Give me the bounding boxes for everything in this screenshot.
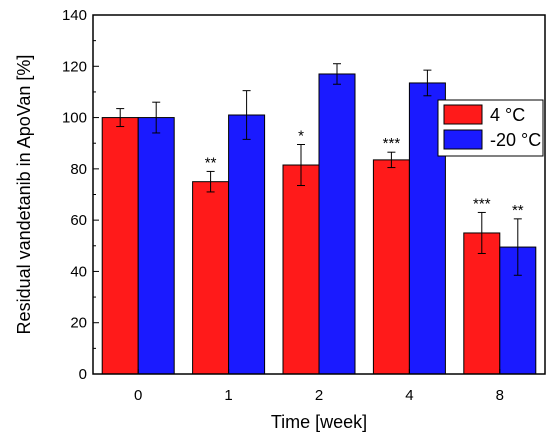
bar-4c-2: [282, 164, 320, 375]
y-axis-title: Residual vandetanib in ApoVan [%]: [14, 55, 34, 335]
significance-label-minus20c-8: **: [512, 202, 524, 219]
significance-label-4c-2: *: [298, 127, 304, 144]
legend-label-minus20c: -20 °C: [490, 130, 541, 150]
bar-minus20c-0: [137, 117, 175, 375]
error-bar-4c-8: [477, 211, 486, 254]
y-tick-label: 20: [70, 315, 87, 332]
significance-label-4c-4: ***: [383, 135, 401, 152]
x-tick-label: 2: [315, 387, 323, 404]
y-tick-label: 60: [70, 212, 87, 229]
y-tick-label: 0: [79, 366, 87, 383]
bar-4c-4: [372, 159, 410, 375]
bar-4c-0: [101, 117, 139, 375]
y-tick-label: 40: [70, 263, 87, 280]
error-bar-4c-1: [206, 170, 215, 193]
x-tick-label: 8: [496, 387, 504, 404]
bars-layer: [101, 73, 537, 375]
error-bar-minus20c-2: [333, 63, 341, 85]
legend-swatch-minus20c: [443, 129, 483, 150]
bar-4c-1: [192, 181, 230, 375]
x-tick-label: 0: [134, 387, 142, 404]
bar-minus20c-2: [318, 73, 356, 375]
bar-4c-8: [463, 232, 501, 375]
x-tick-label: 4: [405, 387, 413, 404]
significance-label-4c-8: ***: [473, 195, 491, 212]
error-bar-minus20c-0: [152, 101, 161, 134]
bar-minus20c-1: [228, 114, 266, 375]
error-bar-4c-0: [116, 108, 125, 128]
legend-label-4c: 4 °C: [490, 105, 525, 125]
x-axis-title: Time [week]: [271, 412, 367, 432]
y-tick-label: 80: [70, 161, 87, 178]
x-tick-label: 1: [224, 387, 232, 404]
significance-labels-layer: *** ****** **: [205, 127, 524, 218]
error-bar-4c-2: [297, 143, 305, 187]
y-tick-label: 100: [62, 110, 87, 127]
y-tick-label: 140: [62, 7, 87, 24]
error-bar-minus20c-8: [513, 218, 522, 276]
y-tick-label: 120: [62, 58, 87, 75]
legend: 4 °C -20 °C: [437, 99, 544, 157]
error-bar-4c-4: [387, 151, 396, 169]
error-bars-layer: [116, 63, 522, 276]
error-bar-minus20c-1: [242, 90, 251, 140]
legend-swatch-4c: [443, 104, 483, 125]
significance-label-4c-1: **: [205, 154, 217, 171]
error-bar-minus20c-4: [423, 69, 432, 97]
